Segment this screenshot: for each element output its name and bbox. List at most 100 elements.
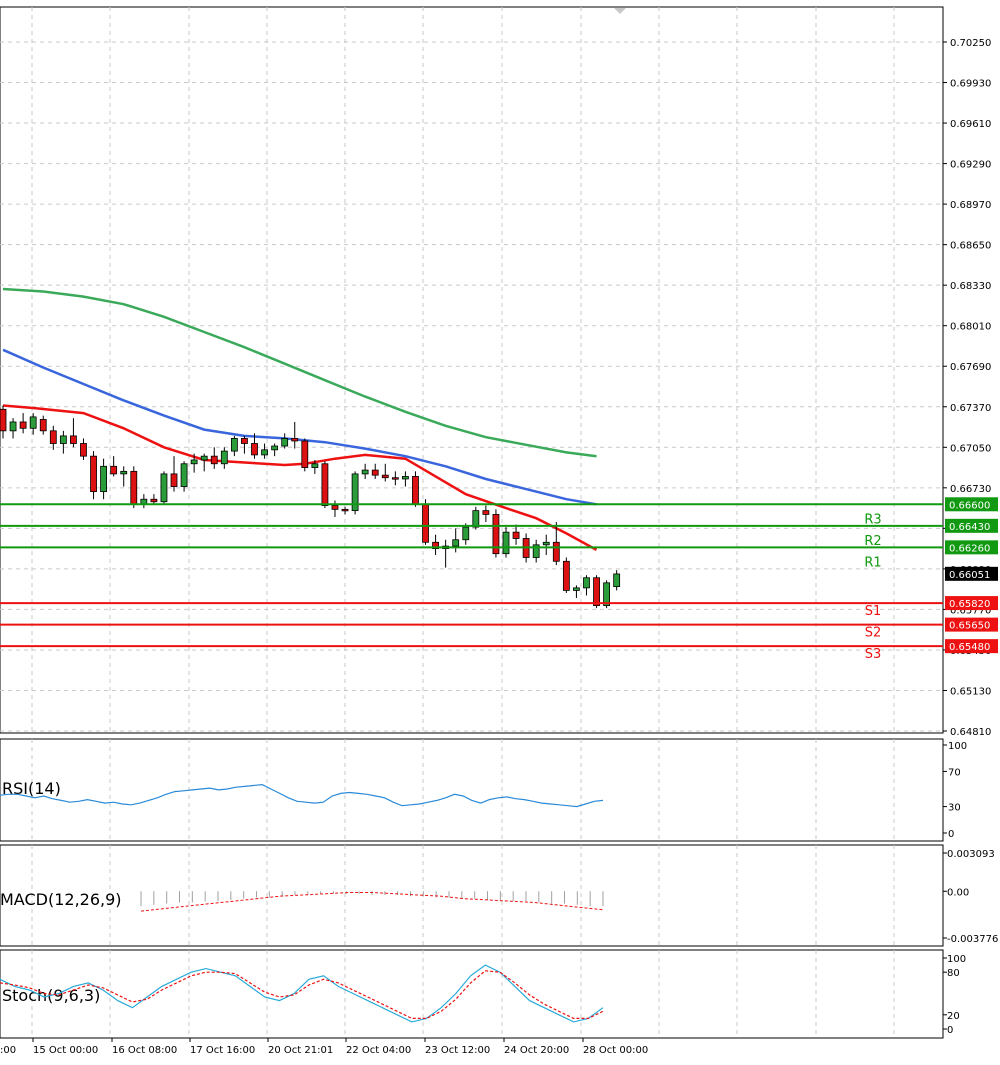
stoch-axis-label: 0 — [947, 1025, 953, 1036]
candle-bullish[interactable] — [351, 473, 359, 512]
macd-axis-label: 0.003093 — [947, 849, 995, 860]
candle-bullish[interactable] — [261, 449, 268, 456]
candle-bearish[interactable] — [331, 505, 339, 510]
candle-bullish[interactable] — [59, 435, 67, 444]
price-tag-text: 0.66260 — [949, 543, 990, 554]
price-axis-label: 0.67050 — [950, 443, 991, 454]
candle-bullish[interactable] — [311, 463, 319, 468]
candle-bearish[interactable] — [301, 440, 309, 468]
stoch-panel — [0, 949, 944, 1039]
level-label-r3: R3 — [864, 512, 881, 527]
price-axis-label: 0.68970 — [950, 200, 991, 211]
candle-bullish[interactable] — [190, 459, 198, 465]
candle-bearish[interactable] — [210, 455, 218, 465]
candle-bearish[interactable] — [512, 531, 520, 539]
candle-bullish[interactable] — [452, 539, 460, 547]
moving-average-slow — [2, 287, 597, 458]
candle-bullish[interactable] — [281, 438, 289, 447]
level-label-s2: S2 — [865, 626, 882, 641]
candle-bearish[interactable] — [391, 477, 399, 480]
candle-bearish[interactable] — [482, 510, 490, 515]
candle-bearish[interactable] — [150, 498, 158, 503]
price-axis-label: 0.65130 — [950, 686, 991, 697]
time-axis-label: 28 Oct 00:00 — [583, 1045, 648, 1056]
candle-bullish[interactable] — [603, 582, 610, 607]
candle-bearish[interactable] — [492, 514, 500, 555]
candle-bullish[interactable] — [532, 544, 540, 558]
candle-bearish[interactable] — [130, 470, 138, 505]
candle-bullish[interactable] — [220, 450, 228, 465]
candle-bearish[interactable] — [80, 443, 87, 457]
candle-bullish[interactable] — [613, 573, 621, 588]
candle-bullish[interactable] — [180, 463, 188, 487]
candle-bullish[interactable] — [230, 438, 238, 452]
candle-bullish[interactable] — [9, 421, 17, 432]
candle-bearish[interactable] — [321, 463, 329, 506]
price-tag-s2 — [945, 617, 998, 632]
price-axis-label: 0.65770 — [950, 605, 991, 616]
candle-bullish[interactable] — [462, 526, 470, 541]
price-axis-label: 0.64810 — [950, 727, 991, 738]
candle-bearish[interactable] — [241, 438, 248, 444]
macd-axis-label: 0.00 — [947, 887, 969, 898]
candle-bearish[interactable] — [70, 435, 77, 444]
moving-average-fast — [2, 404, 598, 551]
candle-bullish[interactable] — [361, 469, 369, 475]
candle-bearish[interactable] — [562, 560, 570, 591]
price-tag-s1 — [945, 596, 998, 611]
candle-bearish[interactable] — [251, 443, 258, 456]
stoch-axis-label: 80 — [947, 968, 960, 979]
candle-bullish[interactable] — [472, 510, 480, 528]
shift-marker-icon — [614, 8, 626, 14]
rsi-axis-label: 100 — [948, 741, 967, 752]
candle-bullish[interactable] — [583, 577, 590, 589]
candle-bullish[interactable] — [160, 473, 168, 503]
candle-bearish[interactable] — [39, 419, 47, 432]
level-label-s3: S3 — [865, 647, 882, 662]
price-axis-label: 0.70250 — [950, 38, 991, 49]
candle-bearish[interactable] — [291, 438, 299, 442]
candle-bearish[interactable] — [412, 476, 419, 505]
candle-bearish[interactable] — [90, 455, 97, 493]
candle-bearish[interactable] — [371, 469, 379, 476]
candle-bearish[interactable] — [422, 503, 429, 543]
candle-bearish[interactable] — [110, 465, 118, 475]
candle-bullish[interactable] — [120, 470, 128, 475]
candle-bearish[interactable] — [432, 541, 439, 550]
candle-bearish[interactable] — [381, 474, 389, 479]
candle-bullish[interactable] — [401, 476, 409, 480]
stoch-main-line — [0, 964, 604, 1023]
price-axis-label: 0.67370 — [950, 403, 991, 414]
macd-label: MACD(12,26,9) — [0, 890, 122, 909]
candle-bearish[interactable] — [341, 508, 349, 512]
stoch-signal-line — [0, 970, 604, 1019]
candle-bullish[interactable] — [573, 587, 580, 591]
candle-bullish[interactable] — [271, 445, 279, 451]
candle-bullish[interactable] — [542, 541, 550, 546]
candle-bullish[interactable] — [100, 465, 107, 493]
candle-bearish[interactable] — [0, 408, 7, 432]
candle-bearish[interactable] — [170, 473, 178, 487]
candle-bullish[interactable] — [200, 455, 208, 461]
price-tag-text: 0.65650 — [949, 621, 990, 632]
candle-bullish[interactable] — [29, 416, 37, 429]
candle-bearish[interactable] — [552, 541, 560, 562]
price-tag-r2 — [945, 518, 998, 533]
macd-axis-label: -0.003776 — [947, 934, 998, 945]
time-axis-label: 17 Oct 16:00 — [190, 1045, 255, 1056]
macd-signal-line — [140, 892, 604, 912]
price-axis-label: 0.68010 — [950, 322, 991, 333]
price-tag-s3 — [945, 639, 998, 654]
candle-bearish[interactable] — [19, 421, 27, 429]
candle-bearish[interactable] — [593, 577, 600, 607]
candle-bearish[interactable] — [49, 430, 57, 444]
price-tag-text: 0.65480 — [949, 642, 990, 653]
level-label-s1: S1 — [865, 604, 882, 619]
candle-bullish[interactable] — [502, 531, 510, 555]
time-axis-label: 15 Oct 00:00 — [33, 1045, 98, 1056]
time-axis-label-partial: :00 — [0, 1045, 16, 1056]
price-axis-label: 0.67690 — [950, 362, 991, 373]
rsi-axis-label: 30 — [948, 803, 961, 814]
